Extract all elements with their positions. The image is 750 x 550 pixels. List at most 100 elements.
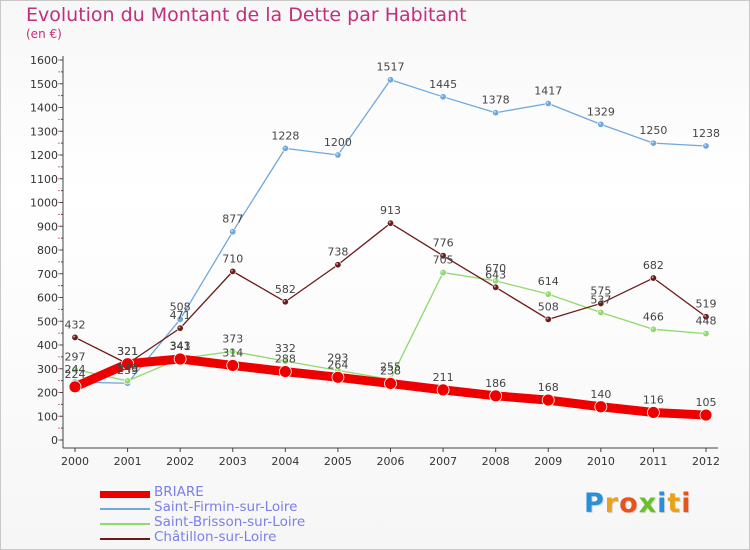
data-label: 643 xyxy=(485,268,506,281)
data-point-shine xyxy=(336,262,339,265)
data-point-briare xyxy=(226,359,240,372)
data-point-shine xyxy=(599,301,602,304)
data-label: 738 xyxy=(327,246,348,259)
data-label: 239 xyxy=(117,364,138,377)
data-label: 249 xyxy=(117,362,138,375)
y-tick-label: 1600 xyxy=(30,54,58,67)
data-label: 582 xyxy=(275,283,296,296)
data-label: 1417 xyxy=(534,84,562,97)
y-tick-label: 0 xyxy=(51,434,58,447)
data-label: 471 xyxy=(170,309,191,322)
data-point-shine xyxy=(125,379,128,382)
data-point xyxy=(439,93,447,101)
data-point xyxy=(124,377,132,385)
logo-letter: P xyxy=(584,488,605,519)
y-tick-label: 700 xyxy=(37,268,58,281)
data-point xyxy=(229,228,237,236)
data-label: 1228 xyxy=(271,129,299,142)
data-point-briare xyxy=(489,389,503,403)
data-point xyxy=(281,357,289,365)
data-point-shine xyxy=(388,221,391,224)
data-point xyxy=(649,274,657,282)
data-point-shine xyxy=(283,146,286,149)
data-point-shine xyxy=(441,95,444,98)
x-tick-label: 2010 xyxy=(587,455,615,468)
data-label: 140 xyxy=(590,388,611,401)
data-point-shine xyxy=(599,310,602,313)
data-label: 224 xyxy=(65,368,86,381)
data-label: 343 xyxy=(170,340,191,353)
data-point xyxy=(71,365,79,373)
data-point xyxy=(597,120,605,128)
data-point xyxy=(229,347,237,355)
data-point-shine xyxy=(178,317,181,320)
data-point-shine xyxy=(546,101,549,104)
x-tick-label: 2004 xyxy=(271,455,299,468)
data-label: 1329 xyxy=(587,105,615,118)
data-point-shine xyxy=(651,141,654,144)
data-point-shine xyxy=(493,285,496,288)
legend-item: Saint-Brisson-sur-Loire xyxy=(100,514,360,531)
data-label: 1445 xyxy=(429,78,457,91)
y-tick-label: 800 xyxy=(37,244,58,257)
x-tick-label: 2008 xyxy=(482,455,510,468)
data-point-shine xyxy=(546,317,549,320)
legend-label: BRIARE xyxy=(154,484,204,500)
x-tick-label: 2011 xyxy=(639,455,667,468)
data-point xyxy=(386,219,394,227)
data-point-briare xyxy=(647,406,660,419)
data-label: 448 xyxy=(696,315,717,328)
data-label: 321 xyxy=(117,345,138,358)
data-point-shine xyxy=(336,153,339,156)
data-label: 186 xyxy=(485,377,506,390)
legend-swatch xyxy=(100,538,150,540)
legend-swatch xyxy=(100,508,150,510)
data-point-shine xyxy=(336,368,339,371)
data-label: 264 xyxy=(327,358,348,371)
data-point-shine xyxy=(283,359,286,362)
data-label: 288 xyxy=(275,353,296,366)
y-tick-label: 1300 xyxy=(30,125,58,138)
legend-item: BRIARE xyxy=(100,484,360,501)
x-tick-label: 2002 xyxy=(166,455,194,468)
data-point-briare xyxy=(278,365,292,379)
data-point-shine xyxy=(493,110,496,113)
x-tick-label: 2007 xyxy=(429,455,457,468)
logo-letter: o xyxy=(619,488,639,519)
data-label: 314 xyxy=(222,346,243,359)
legend-label: Châtillon-sur-Loire xyxy=(154,529,277,545)
logo-letter: t xyxy=(667,488,682,519)
data-point-shine xyxy=(230,349,233,352)
data-point xyxy=(176,324,184,332)
data-point xyxy=(334,151,342,159)
data-point-shine xyxy=(441,270,444,273)
data-point xyxy=(544,99,552,107)
data-point xyxy=(649,139,657,147)
y-tick-label: 300 xyxy=(37,363,58,376)
data-point xyxy=(492,109,500,117)
data-point-shine xyxy=(441,253,444,256)
y-tick-label: 1000 xyxy=(30,197,58,210)
data-point-shine xyxy=(73,335,76,338)
data-point-shine xyxy=(651,327,654,330)
data-point-briare xyxy=(121,357,134,371)
data-label: 168 xyxy=(538,381,559,394)
y-tick-label: 100 xyxy=(37,410,58,423)
data-point xyxy=(597,308,605,316)
data-label: 705 xyxy=(433,254,454,267)
data-point-briare xyxy=(331,370,345,384)
data-point xyxy=(597,299,605,307)
chart-title: Evolution du Montant de la Dette par Hab… xyxy=(26,4,467,26)
data-label: 1250 xyxy=(639,124,667,137)
data-point-briare xyxy=(68,380,82,394)
y-tick-label: 600 xyxy=(37,292,58,305)
logo-letter: r xyxy=(604,488,620,519)
data-label: 244 xyxy=(65,363,86,376)
data-point xyxy=(544,290,552,298)
data-point xyxy=(71,333,79,341)
data-point-briare xyxy=(173,352,187,366)
logo-letter: x xyxy=(638,488,658,519)
series-line-1 xyxy=(74,79,707,384)
data-label: 211 xyxy=(433,371,454,384)
data-point xyxy=(702,313,710,321)
